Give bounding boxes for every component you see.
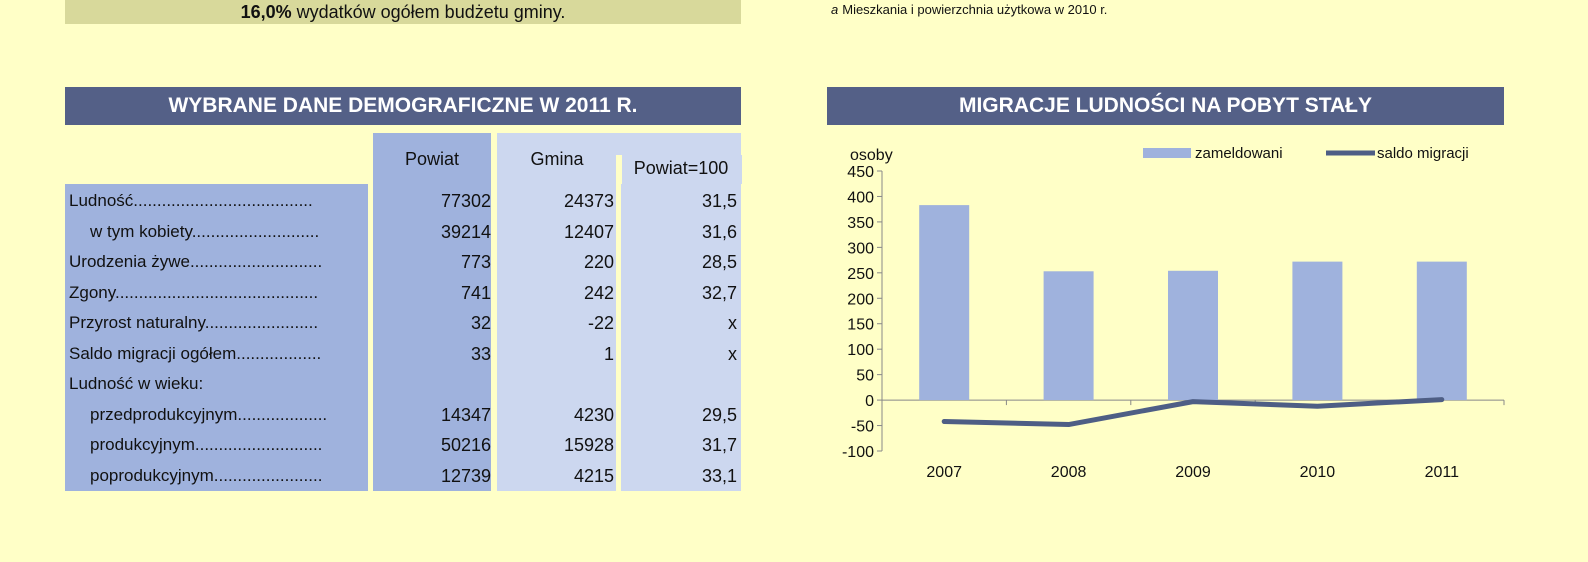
budget-note-text: wydatków ogółem budżetu gminy. (291, 2, 566, 22)
row-label: Saldo migracji ogółem.................. (69, 343, 322, 363)
table-row: poprodukcyjnym....................... 127… (65, 461, 741, 491)
legend-label-saldo: saldo migracji (1377, 145, 1469, 162)
cell-ratio: 32,7 (701, 282, 737, 303)
budget-note: 16,0% wydatków ogółem budżetu gminy. (65, 0, 741, 24)
table-row: przedprodukcyjnym................... 1434… (65, 400, 741, 430)
cell-ratio: x (728, 343, 737, 364)
header-ratio: Powiat=100 (633, 158, 729, 178)
row-label: przedprodukcyjnym................... (90, 404, 328, 424)
cell-ratio: 29,5 (701, 404, 737, 425)
row-label: poprodukcyjnym....................... (90, 465, 323, 485)
row-label: Zgony...................................… (69, 282, 319, 302)
y-tick-label: 350 (847, 215, 874, 232)
bar-zameldowani (1043, 271, 1094, 401)
y-axis-title: osoby (850, 147, 893, 164)
y-tick-label: -50 (851, 419, 874, 436)
row-label: Ludność.................................… (69, 191, 313, 210)
cell-powiat: 14347 (440, 404, 491, 425)
cell-ratio: 31,6 (701, 221, 737, 242)
cell-powiat: 50216 (440, 435, 491, 455)
cell-powiat: 77302 (440, 191, 491, 211)
cell-gmina: 220 (583, 252, 614, 272)
x-tick-label: 2009 (1175, 464, 1211, 481)
header-powiat: Powiat (404, 149, 460, 169)
cell-powiat: 773 (460, 252, 491, 272)
ratio-header-bg (621, 155, 742, 184)
footnote: a Mieszkania i powierzchnia użytkowa w 20… (831, 2, 1107, 17)
bar-zameldowani (1292, 261, 1343, 401)
cell-powiat: 39214 (440, 221, 491, 242)
budget-percent: 16,0% (240, 2, 292, 22)
cell-gmina: 24373 (563, 191, 614, 211)
migration-title: MIGRACJE LUDNOŚCI NA POBYT STAŁY (827, 87, 1504, 125)
cell-gmina: 4215 (573, 465, 614, 486)
cell-ratio: 31,7 (701, 435, 737, 455)
x-tick-label: 2007 (926, 464, 962, 481)
cell-powiat: 32 (470, 313, 491, 333)
y-tick-label: -100 (842, 444, 874, 461)
cell-gmina: 242 (583, 282, 614, 303)
bar-zameldowani (1168, 270, 1218, 401)
x-tick-label: 2010 (1300, 464, 1336, 481)
y-tick-label: 150 (847, 317, 874, 334)
row-label: produkcyjnym........................... (90, 435, 323, 454)
table-row: Ludność.................................… (65, 186, 741, 216)
y-tick-label: 300 (847, 240, 874, 257)
cell-gmina: -22 (587, 313, 614, 333)
table-row: Urodzenia żywe..........................… (65, 247, 741, 277)
cell-ratio: x (728, 313, 737, 333)
table-row: produkcyjnym........................... 5… (65, 430, 741, 460)
cell-gmina: 15928 (563, 435, 614, 455)
cell-gmina: 4230 (573, 404, 614, 425)
table-row: Saldo migracji ogółem.................. 3… (65, 339, 741, 369)
row-label: Przyrost naturalny......................… (69, 313, 319, 332)
footnote-marker: a (831, 2, 839, 17)
y-tick-label: 200 (847, 291, 874, 308)
table-row: Ludność w wieku: (65, 369, 741, 399)
legend-label-zameldowani: zameldowani (1195, 145, 1283, 162)
y-tick-label: 50 (856, 368, 874, 385)
cell-ratio: 28,5 (701, 252, 737, 272)
cell-gmina: 12407 (563, 221, 614, 242)
y-tick-label: 0 (865, 393, 874, 410)
x-tick-label: 2011 (1425, 464, 1460, 481)
cell-ratio: 31,5 (701, 191, 737, 211)
y-tick-label: 250 (847, 266, 874, 283)
header-gmina: Gmina (530, 149, 584, 169)
footnote-text: Mieszkania i powierzchnia użytkowa w 201… (842, 2, 1108, 17)
column-divider (616, 155, 621, 491)
cell-gmina: 1 (603, 343, 614, 364)
cell-powiat: 741 (460, 282, 491, 303)
line-saldo-migracji (941, 397, 1445, 428)
y-tick-label: 450 (847, 164, 874, 181)
table-row: w tym kobiety...........................… (65, 217, 741, 247)
y-tick-label: 400 (847, 189, 874, 206)
x-tick-label: 2008 (1051, 464, 1087, 481)
bar-zameldowani (919, 205, 970, 401)
cell-powiat: 33 (470, 343, 491, 364)
demographics-title: WYBRANE DANE DEMOGRAFICZNE W 2011 R. (65, 87, 741, 125)
row-label: w tym kobiety........................... (90, 221, 320, 241)
label-column-bg (65, 184, 368, 491)
cell-ratio: 33,1 (701, 465, 737, 486)
powiat-column-bg (373, 133, 491, 491)
cell-powiat: 12739 (440, 465, 491, 486)
table-row: Zgony...................................… (65, 278, 741, 308)
table-row: Przyrost naturalny......................… (65, 308, 741, 338)
y-tick-label: 100 (847, 342, 874, 359)
row-label: Ludność w wieku: (69, 374, 204, 393)
row-label: Urodzenia żywe..........................… (69, 252, 323, 271)
bar-zameldowani (1416, 261, 1467, 401)
legend-swatch-zameldowani (1143, 148, 1191, 158)
